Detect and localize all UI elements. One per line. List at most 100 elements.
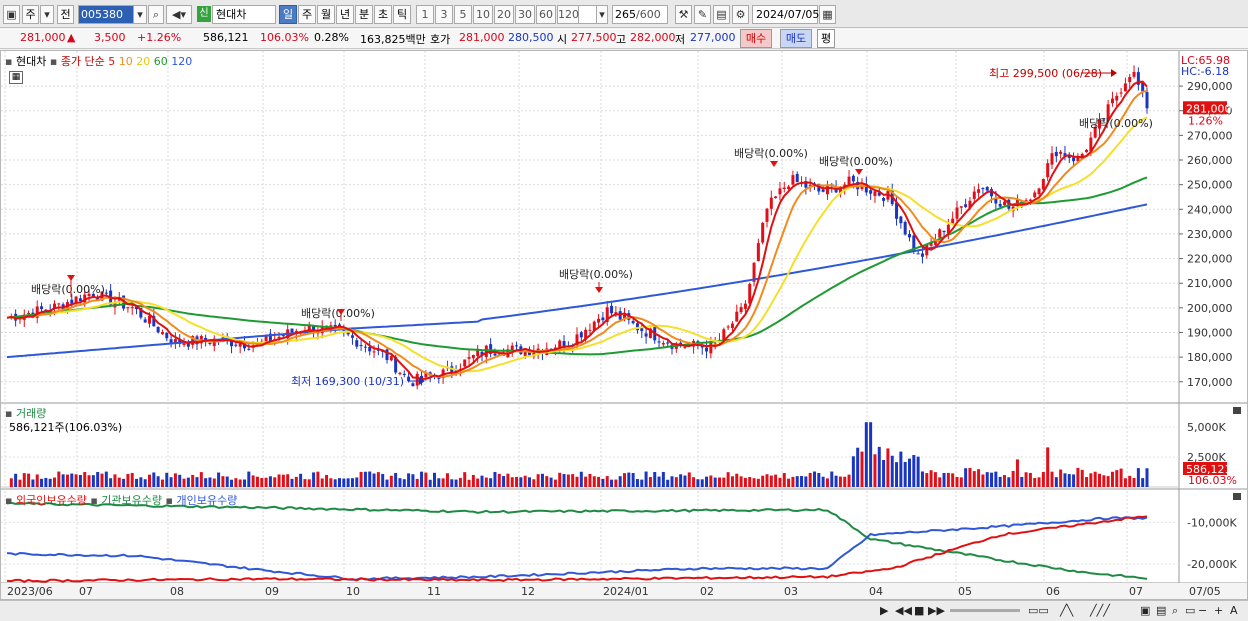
volume-bar bbox=[592, 476, 596, 487]
stock-chart-svg[interactable]: 2023/06 07 08 09 10 11 12 2024/01 02 03 04 05 06 07 07… bbox=[1, 51, 1247, 599]
volume-bar bbox=[96, 471, 100, 487]
candle-body bbox=[1119, 92, 1123, 94]
sell-button[interactable]: 매도 bbox=[780, 29, 812, 48]
candle-body bbox=[821, 189, 825, 192]
candle-body bbox=[333, 324, 337, 327]
volume-bar bbox=[160, 479, 164, 487]
dividend-arrow-head bbox=[595, 287, 603, 293]
volume-bar bbox=[195, 477, 199, 487]
stop-icon[interactable]: ■ bbox=[914, 604, 925, 617]
candle-body bbox=[230, 338, 234, 347]
volume-bar bbox=[173, 473, 177, 487]
candle-body bbox=[74, 296, 78, 304]
calendar-icon[interactable]: ▦ bbox=[819, 5, 836, 24]
indicator-icon[interactable]: ⚒ bbox=[675, 5, 692, 24]
volume-bar bbox=[864, 422, 868, 487]
auto-scale-icon[interactable]: A bbox=[1230, 604, 1238, 617]
chart-area[interactable]: 2023/06 07 08 09 10 11 12 2024/01 02 03 04 05 06 07 07… bbox=[0, 50, 1248, 600]
candle-body bbox=[640, 328, 644, 332]
drawing-icon[interactable]: ✎ bbox=[694, 5, 711, 24]
dividend-arrow-head bbox=[770, 161, 778, 167]
interval-button-1[interactable]: 1 bbox=[416, 5, 434, 24]
candle-body bbox=[148, 315, 151, 324]
volume-tag bbox=[1183, 461, 1227, 475]
bar-count-field[interactable]: 265/600 bbox=[612, 5, 668, 24]
volume-bar bbox=[1085, 477, 1089, 487]
zoom-slider[interactable] bbox=[950, 609, 1020, 612]
volume-bar bbox=[1054, 477, 1058, 487]
candle-body bbox=[1136, 72, 1140, 85]
volume-bar bbox=[433, 472, 436, 487]
candle-body bbox=[87, 293, 91, 297]
candle-body bbox=[385, 349, 389, 360]
volume-bar bbox=[657, 476, 661, 487]
search-icon[interactable]: ⌕ bbox=[148, 5, 164, 24]
line-tool-icon[interactable]: ╱╲ bbox=[1060, 604, 1074, 617]
volume-bar bbox=[696, 479, 700, 487]
save-icon[interactable]: ▤ bbox=[713, 5, 730, 24]
table-toggle-icon[interactable]: ▦ bbox=[9, 71, 23, 84]
volume-bar bbox=[139, 477, 143, 487]
market-dropdown-icon[interactable]: ▾ bbox=[40, 5, 54, 24]
interval-button-60[interactable]: 60 bbox=[536, 5, 556, 24]
stock-name-field[interactable]: 현대차 bbox=[212, 5, 276, 24]
volume-bar bbox=[1041, 472, 1045, 487]
x-tick-label: 04 bbox=[869, 585, 883, 598]
period-button-0[interactable]: 일 bbox=[279, 5, 297, 24]
interval-button-5[interactable]: 5 bbox=[454, 5, 472, 24]
layout-icon[interactable]: ▭▭ bbox=[1028, 604, 1049, 617]
interval-button-120[interactable]: 120 bbox=[557, 5, 579, 24]
zoom-out-icon[interactable]: − bbox=[1198, 604, 1208, 617]
interval-button-20[interactable]: 20 bbox=[494, 5, 514, 24]
window-menu-icon[interactable]: ▣ bbox=[3, 5, 20, 24]
candle-body bbox=[355, 340, 359, 347]
search-tool-icon[interactable]: ⌕ bbox=[1172, 604, 1179, 617]
candle-body bbox=[415, 373, 419, 386]
draw-tools-icon[interactable]: ╱╱╱ bbox=[1090, 604, 1110, 617]
period-button-6[interactable]: 틱 bbox=[393, 5, 411, 24]
export-icon[interactable]: ▭ bbox=[1185, 604, 1196, 617]
candle-body bbox=[208, 342, 212, 344]
market-select[interactable]: 주 bbox=[22, 5, 39, 24]
volume-bar bbox=[1119, 468, 1123, 487]
change-percent: +1.26% bbox=[137, 31, 182, 44]
blank-dropdown-icon[interactable]: ▾ bbox=[596, 5, 608, 24]
volume-bar bbox=[739, 476, 743, 487]
ma-legend-prefix: 종가 단순 bbox=[60, 55, 105, 68]
mode-select[interactable]: 전 bbox=[57, 5, 74, 24]
volume-bar bbox=[217, 472, 221, 487]
evaluate-button[interactable]: 평 bbox=[817, 29, 835, 48]
scroll-right-icon[interactable]: ▶ bbox=[880, 604, 889, 617]
period-button-5[interactable]: 초 bbox=[374, 5, 392, 24]
speaker-icon[interactable]: ◀▾ bbox=[166, 5, 192, 24]
period-button-2[interactable]: 월 bbox=[317, 5, 335, 24]
period-button-4[interactable]: 분 bbox=[355, 5, 373, 24]
screenshot-icon[interactable]: ▣ bbox=[1140, 604, 1151, 617]
fast-forward-icon[interactable]: ▶▶ bbox=[928, 604, 945, 617]
candle-body bbox=[1050, 153, 1054, 165]
volume-bar bbox=[316, 471, 320, 487]
candle-body bbox=[191, 335, 195, 345]
zoom-in-icon[interactable]: + bbox=[1214, 604, 1224, 617]
rewind-icon[interactable]: ◀◀ bbox=[895, 604, 912, 617]
print-icon[interactable]: ▤ bbox=[1156, 604, 1167, 617]
gear-icon[interactable]: ⚙ bbox=[732, 5, 749, 24]
candle-body bbox=[480, 351, 484, 356]
code-dropdown-icon[interactable]: ▾ bbox=[133, 5, 147, 24]
volume-bar bbox=[424, 472, 428, 487]
x-tick-label: 03 bbox=[784, 585, 798, 598]
period-button-1[interactable]: 주 bbox=[298, 5, 316, 24]
candle-body bbox=[532, 351, 536, 357]
interval-button-30[interactable]: 30 bbox=[515, 5, 535, 24]
buy-button[interactable]: 매수 bbox=[740, 29, 772, 48]
volume-bar bbox=[234, 478, 238, 487]
date-field[interactable]: 2024/07/05 bbox=[752, 5, 819, 24]
volume-bar bbox=[230, 479, 234, 487]
candle-body bbox=[765, 208, 769, 222]
stock-code-input[interactable]: 005380 bbox=[78, 5, 134, 24]
interval-button-10[interactable]: 10 bbox=[473, 5, 493, 24]
period-button-3[interactable]: 년 bbox=[336, 5, 354, 24]
interval-button-3[interactable]: 3 bbox=[435, 5, 453, 24]
candle-body bbox=[1089, 137, 1093, 152]
lc-label: LC:65.98 bbox=[1181, 54, 1230, 67]
